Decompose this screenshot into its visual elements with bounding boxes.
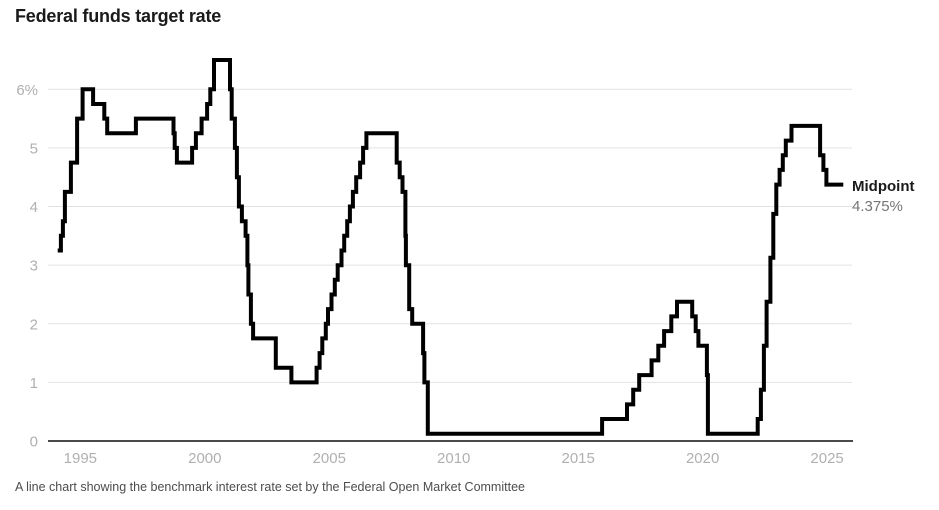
chart-title: Federal funds target rate: [15, 6, 222, 26]
x-tick-label: 2025: [810, 450, 843, 467]
y-tick-label: 6%: [16, 82, 38, 99]
x-tick-label: 1995: [64, 450, 97, 467]
x-tick-label: 2005: [313, 450, 346, 467]
annotation-value: 4.375%: [852, 197, 903, 215]
x-tick-label: 2020: [686, 450, 719, 467]
y-tick-label: 2: [30, 316, 38, 333]
y-tick-label: 5: [30, 140, 38, 157]
chart-caption: A line chart showing the benchmark inter…: [15, 480, 525, 494]
y-tick-label: 4: [30, 199, 38, 216]
x-tick-label: 2015: [562, 450, 595, 467]
x-tick-label: 2010: [437, 450, 470, 467]
rate-step-line: [57, 58, 844, 436]
end-annotation: Midpoint 4.375%: [852, 177, 914, 216]
y-tick-label: 3: [30, 258, 38, 275]
x-tick-label: 2000: [188, 450, 221, 467]
annotation-label: Midpoint: [852, 178, 915, 195]
y-tick-label: 0: [30, 434, 38, 451]
y-tick-label: 1: [30, 375, 38, 392]
